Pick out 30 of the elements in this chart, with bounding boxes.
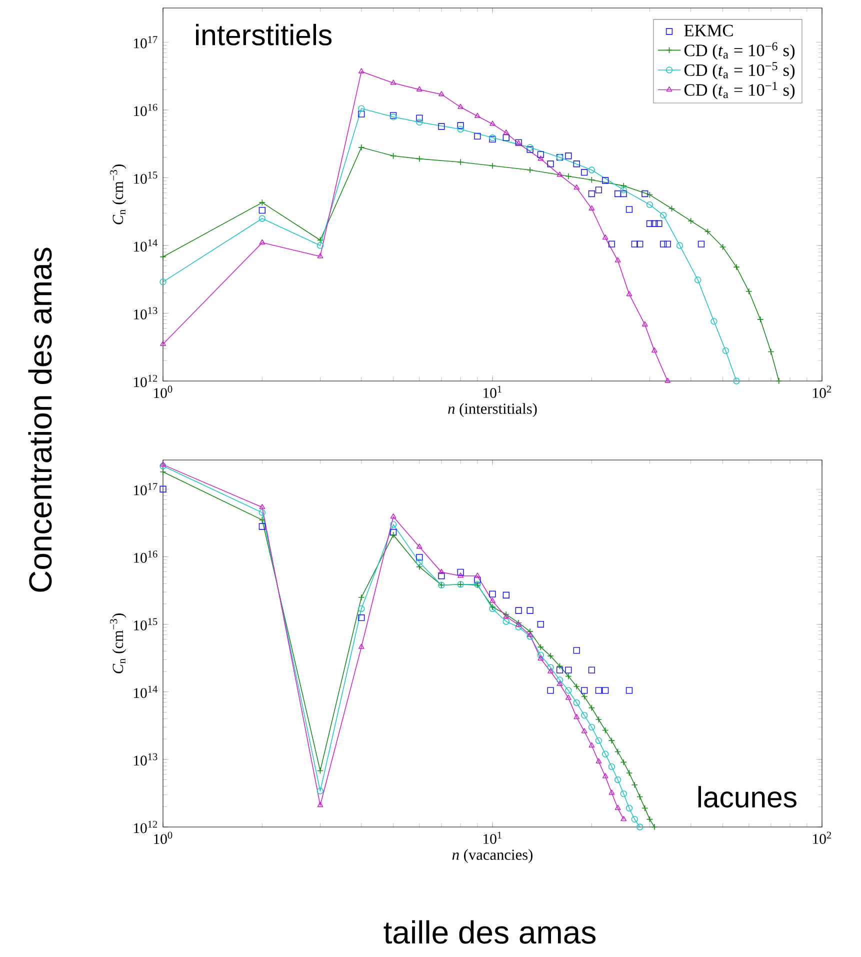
- y-tick-label: 10$^{14}$: [134, 686, 158, 698]
- y-tick-label: 10$^{13}$: [134, 307, 158, 320]
- x-tick-label: 10$^{0}$: [154, 386, 172, 398]
- annotation: interstitiels: [196, 24, 332, 46]
- x-axis-title: n (interstitials): [448, 403, 537, 418]
- legend-label: EKMC: [684, 24, 733, 36]
- x-axis-title: n (vacancies): [452, 849, 532, 864]
- x-tick-label: 10$^{1}$: [484, 832, 502, 844]
- y-tick-label: 10$^{17}$: [134, 36, 158, 48]
- y-tick-label: 10$^{16}$: [134, 550, 158, 563]
- y-tick-label: 10$^{15}$: [134, 172, 158, 184]
- legend-label: CD (t$_{a}$ = 10$^{−5}$ s): [684, 62, 795, 80]
- y-axis-title: C$_{n}$ (cm$^{−3}$): [110, 614, 126, 674]
- y-tick-label: 10$^{16}$: [134, 104, 158, 116]
- legend-label: CD (t$_{a}$ = 10$^{−6}$ s): [684, 42, 795, 60]
- y-tick-label: 10$^{14}$: [134, 239, 158, 252]
- x-tick-label: 10$^{2}$: [813, 832, 832, 844]
- y-tick-label: 10$^{13}$: [134, 753, 158, 766]
- x-tick-label: 10$^{2}$: [813, 386, 832, 398]
- y-axis-title: C$_{n}$ (cm$^{−3}$): [110, 164, 126, 224]
- text: taille des amas: [384, 920, 596, 944]
- y-tick-label: 10$^{15}$: [134, 618, 158, 630]
- x-tick-label: 10$^{1}$: [484, 386, 502, 398]
- legend-label: CD (t$_{a}$ = 10$^{−1}$ s): [684, 82, 795, 100]
- x-tick-label: 10$^{0}$: [154, 832, 172, 844]
- y-tick-label: 10$^{17}$: [134, 483, 158, 496]
- text: Concentration des amas: [28, 248, 52, 592]
- y-tick-label: 10$^{12}$: [134, 374, 158, 388]
- annotation: lacunes: [698, 786, 796, 808]
- y-tick-label: 10$^{12}$: [134, 820, 158, 834]
